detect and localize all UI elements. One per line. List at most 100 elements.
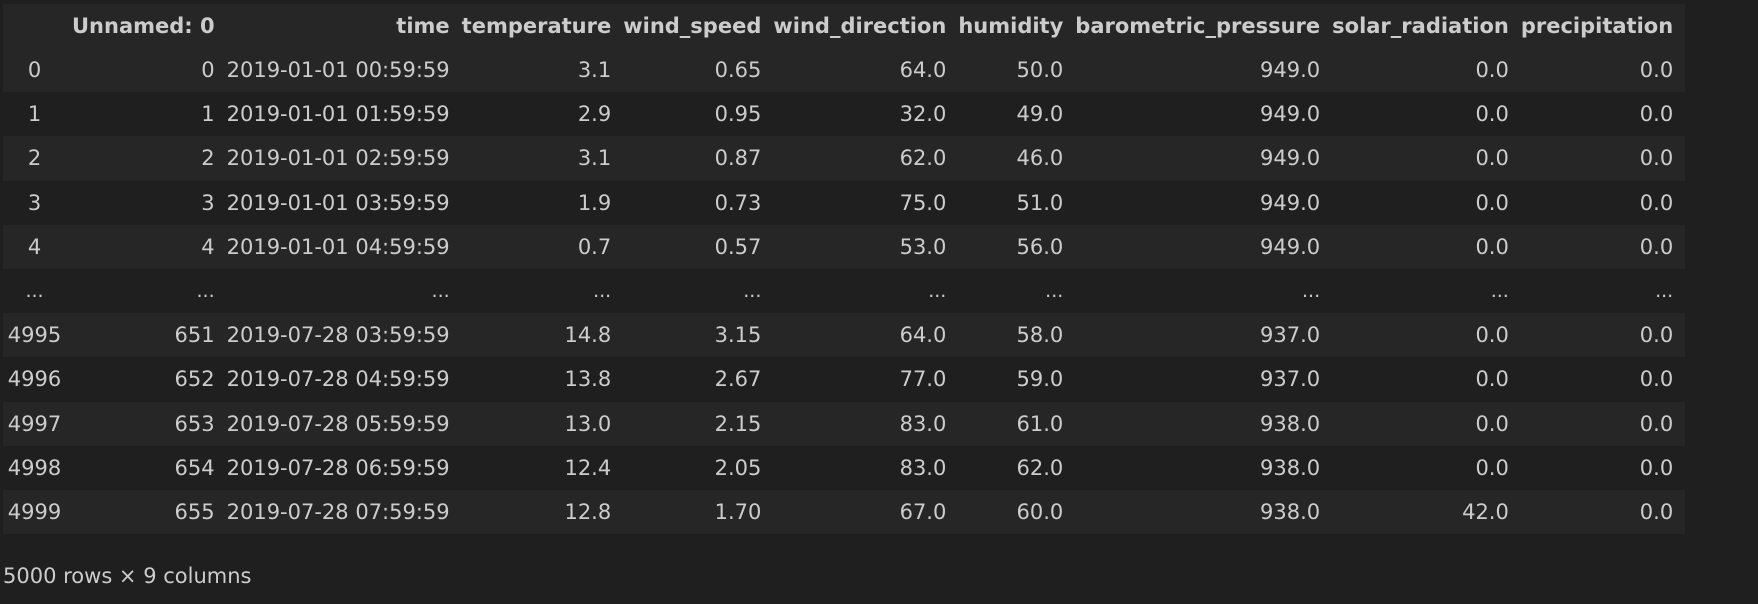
header-wind-direction: wind_direction xyxy=(773,4,959,48)
table-cell: ... xyxy=(1490,280,1509,303)
row-index-cell: 4 xyxy=(27,234,42,259)
table-cell: 12.8 xyxy=(564,499,612,524)
table-cell: 655 xyxy=(174,499,215,524)
table-cell: 2.15 xyxy=(714,411,762,436)
table-cell: 2019-07-28 05:59:59 xyxy=(226,411,450,436)
table-cell: 0.0 xyxy=(1639,323,1674,348)
table-cell: 13.8 xyxy=(564,367,612,392)
row-index-cell: 4995 xyxy=(7,323,62,348)
row-index-cell: 4998 xyxy=(7,455,62,480)
table-cell: 0.73 xyxy=(714,190,762,215)
table-cell: 32.0 xyxy=(899,102,947,127)
table-cell: 0.0 xyxy=(1639,411,1674,436)
table-cell: 938.0 xyxy=(1260,499,1321,524)
table-cell: 77.0 xyxy=(899,367,947,392)
table-cell: 2019-01-01 04:59:59 xyxy=(226,234,450,259)
table-row: 2 2 2019-01-01 02:59:59 3.1 0.87 62.0 46.0 949.… xyxy=(3,136,1686,181)
table-cell: 49.0 xyxy=(1016,102,1064,127)
row-index-cell: 4999 xyxy=(7,499,62,524)
table-row: 3 3 2019-01-01 03:59:59 1.9 0.73 75.0 51.0 949.… xyxy=(3,180,1686,225)
table-cell: 0.0 xyxy=(1475,411,1509,436)
dataframe-table: Unnamed: 0 time temperature wind_speed w… xyxy=(3,4,1686,535)
table-cell: 0.0 xyxy=(1475,58,1509,83)
table-cell: 0.0 xyxy=(1639,499,1674,524)
table-cell: 75.0 xyxy=(899,190,947,215)
table-cell: 949.0 xyxy=(1260,58,1321,83)
table-cell: 59.0 xyxy=(1016,367,1064,392)
table-cell: 0.0 xyxy=(1639,367,1674,392)
table-cell: 0.0 xyxy=(1639,455,1674,480)
table-cell: 0.0 xyxy=(1475,234,1509,259)
table-body: 0 0 2019-01-01 00:59:59 3.1 0.65 64.0 50.0 949.… xyxy=(3,48,1686,535)
table-cell: 67.0 xyxy=(899,499,947,524)
table-cell: ... xyxy=(743,280,762,303)
table-cell: 2019-07-28 04:59:59 xyxy=(226,367,450,392)
shape-summary: 5000 rows × 9 columns xyxy=(3,564,252,588)
table-cell: 3.1 xyxy=(577,58,612,83)
table-cell: 0.7 xyxy=(577,234,612,259)
table-cell: 0.95 xyxy=(714,102,762,127)
table-cell: 0.0 xyxy=(1639,58,1674,83)
table-cell: 0.0 xyxy=(1475,367,1509,392)
table-cell: 3 xyxy=(201,190,215,215)
table-cell: 2019-01-01 02:59:59 xyxy=(226,146,450,171)
table-cell: 56.0 xyxy=(1016,234,1064,259)
row-index-cell: 1 xyxy=(27,102,42,127)
table-cell: 1.9 xyxy=(577,190,612,215)
table-cell: 937.0 xyxy=(1260,323,1321,348)
row-index-cell: ... xyxy=(25,280,44,303)
header-index xyxy=(3,4,72,48)
table-cell: 3.1 xyxy=(577,146,612,171)
table-cell: 949.0 xyxy=(1260,146,1321,171)
table-cell: ... xyxy=(1302,280,1321,303)
table-cell: 64.0 xyxy=(899,58,947,83)
table-cell: 62.0 xyxy=(899,146,947,171)
table-cell: 46.0 xyxy=(1016,146,1064,171)
table-cell: 2 xyxy=(201,146,215,171)
table-row: 4996 652 2019-07-28 04:59:59 13.8 2.67 77.0 59… xyxy=(3,357,1686,402)
table-cell: 0.0 xyxy=(1475,146,1509,171)
header-precipitation: precipitation xyxy=(1520,4,1686,48)
table-cell: 1.70 xyxy=(714,499,762,524)
header-barometric-pressure: barometric_pressure xyxy=(1075,4,1333,48)
table-cell: 64.0 xyxy=(899,323,947,348)
table-cell: 949.0 xyxy=(1260,190,1321,215)
table-cell: 62.0 xyxy=(1016,455,1064,480)
table-cell: 2019-07-28 07:59:59 xyxy=(226,499,450,524)
table-cell: 0.0 xyxy=(1475,190,1509,215)
table-cell: 60.0 xyxy=(1016,499,1064,524)
table-cell: 2.05 xyxy=(714,455,762,480)
row-index-cell: 3 xyxy=(27,190,42,215)
table-row: 4 4 2019-01-01 04:59:59 0.7 0.57 53.0 56.0 949.… xyxy=(3,224,1686,269)
table-row: 4999 655 2019-07-28 07:59:59 12.8 1.70 67.0 60… xyxy=(3,489,1686,535)
header-temperature: temperature xyxy=(461,4,624,48)
table-cell: 61.0 xyxy=(1016,411,1064,436)
table-cell: ... xyxy=(431,280,450,303)
table-cell: 949.0 xyxy=(1260,102,1321,127)
header-wind-speed: wind_speed xyxy=(623,4,774,48)
table-cell: 0.0 xyxy=(1639,190,1674,215)
header-humidity: humidity xyxy=(958,4,1076,48)
table-cell: 2019-01-01 03:59:59 xyxy=(226,190,450,215)
table-cell: 653 xyxy=(174,411,215,436)
table-cell: 0.0 xyxy=(1639,102,1674,127)
table-cell: 0.57 xyxy=(714,234,762,259)
table-cell: 0.87 xyxy=(714,146,762,171)
table-cell: 937.0 xyxy=(1260,367,1321,392)
table-cell: 13.0 xyxy=(564,411,612,436)
table-cell: 2019-07-28 03:59:59 xyxy=(226,323,450,348)
table-header: Unnamed: 0 time temperature wind_speed w… xyxy=(3,4,1686,48)
table-cell: 949.0 xyxy=(1260,234,1321,259)
table-row: 1 1 2019-01-01 01:59:59 2.9 0.95 32.0 49.0 949.… xyxy=(3,92,1686,137)
dataframe-output: Unnamed: 0 time temperature wind_speed w… xyxy=(3,4,1686,535)
table-row: 4998 654 2019-07-28 06:59:59 12.4 2.05 83.0 62… xyxy=(3,445,1686,490)
table-cell: ... xyxy=(196,280,215,303)
table-row: .............................. xyxy=(3,268,1686,314)
table-cell: 14.8 xyxy=(564,323,612,348)
row-index-cell: 4997 xyxy=(7,411,62,436)
table-cell: 53.0 xyxy=(899,234,947,259)
table-cell: 0.0 xyxy=(1475,323,1509,348)
table-cell: 0.0 xyxy=(1639,146,1674,171)
header-unnamed-0: Unnamed: 0 xyxy=(72,4,227,48)
table-cell: 2019-01-01 00:59:59 xyxy=(226,58,450,83)
